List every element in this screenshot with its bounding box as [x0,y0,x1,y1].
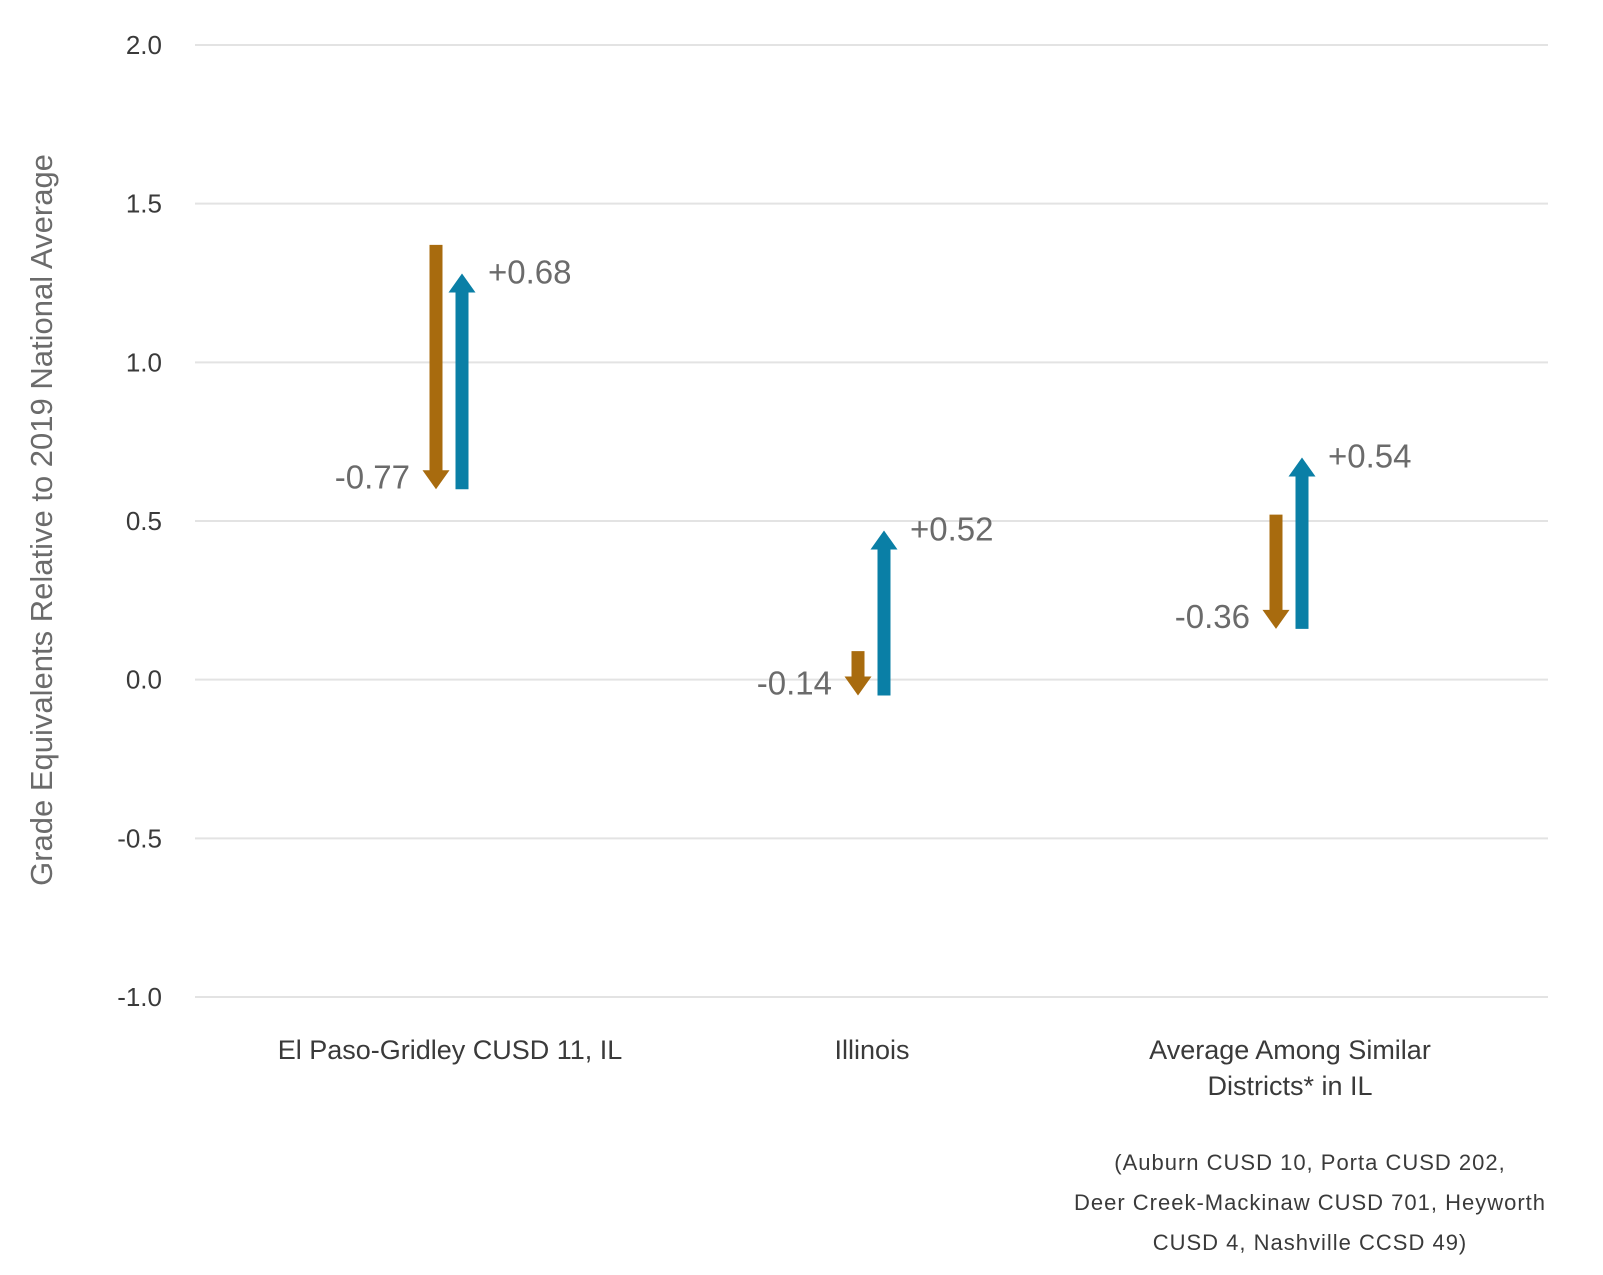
category-label: Illinois [834,1035,909,1065]
y-tick-label: 1.5 [126,189,162,219]
decline-value-label: -0.14 [757,665,832,702]
category-label: El Paso-Gridley CUSD 11, IL [278,1035,623,1065]
y-axis-label: Grade Equivalents Relative to 2019 Natio… [24,154,59,886]
recovery-arrow [448,273,476,490]
grid-lines [195,44,1548,998]
recovery-value-label: +0.68 [488,253,572,290]
recovery-arrow [870,530,898,696]
y-tick-label: 1.0 [126,347,162,377]
y-tick-label: 0.0 [126,665,162,695]
category-label: Districts* in IL [1207,1071,1372,1101]
y-tick-label: 2.0 [126,30,162,60]
footnote: (Auburn CUSD 10, Porta CUSD 202, Deer Cr… [1040,1143,1580,1263]
decline-value-label: -0.36 [1175,598,1250,635]
arrows: -0.77 +0.68 -0.14 +0.52 -0.36 +0.54 [335,244,1412,702]
y-axis-ticks: 2.0 1.5 1.0 0.5 0.0 -0.5 -1.0 [117,30,162,1012]
decline-value-label: -0.77 [335,458,410,495]
recovery-value-label: +0.52 [910,511,994,548]
decline-arrow [422,244,450,490]
decline-arrow [1262,514,1290,629]
footnote-line: CUSD 4, Nashville CCSD 49) [1152,1230,1468,1255]
category-labels: El Paso-Gridley CUSD 11, IL Illinois Avera… [278,1035,1431,1101]
recovery-arrow [1288,457,1316,629]
y-tick-label: -1.0 [117,982,162,1012]
y-tick-label: 0.5 [126,506,162,536]
footnote-line: Deer Creek-Mackinaw CUSD 701, Heyworth [1073,1190,1547,1215]
footnote-line: (Auburn CUSD 10, Porta CUSD 202, [1114,1150,1506,1175]
category-label: Average Among Similar [1149,1035,1431,1065]
y-tick-label: -0.5 [117,823,162,853]
recovery-value-label: +0.54 [1328,438,1412,475]
decline-arrow [844,651,872,696]
